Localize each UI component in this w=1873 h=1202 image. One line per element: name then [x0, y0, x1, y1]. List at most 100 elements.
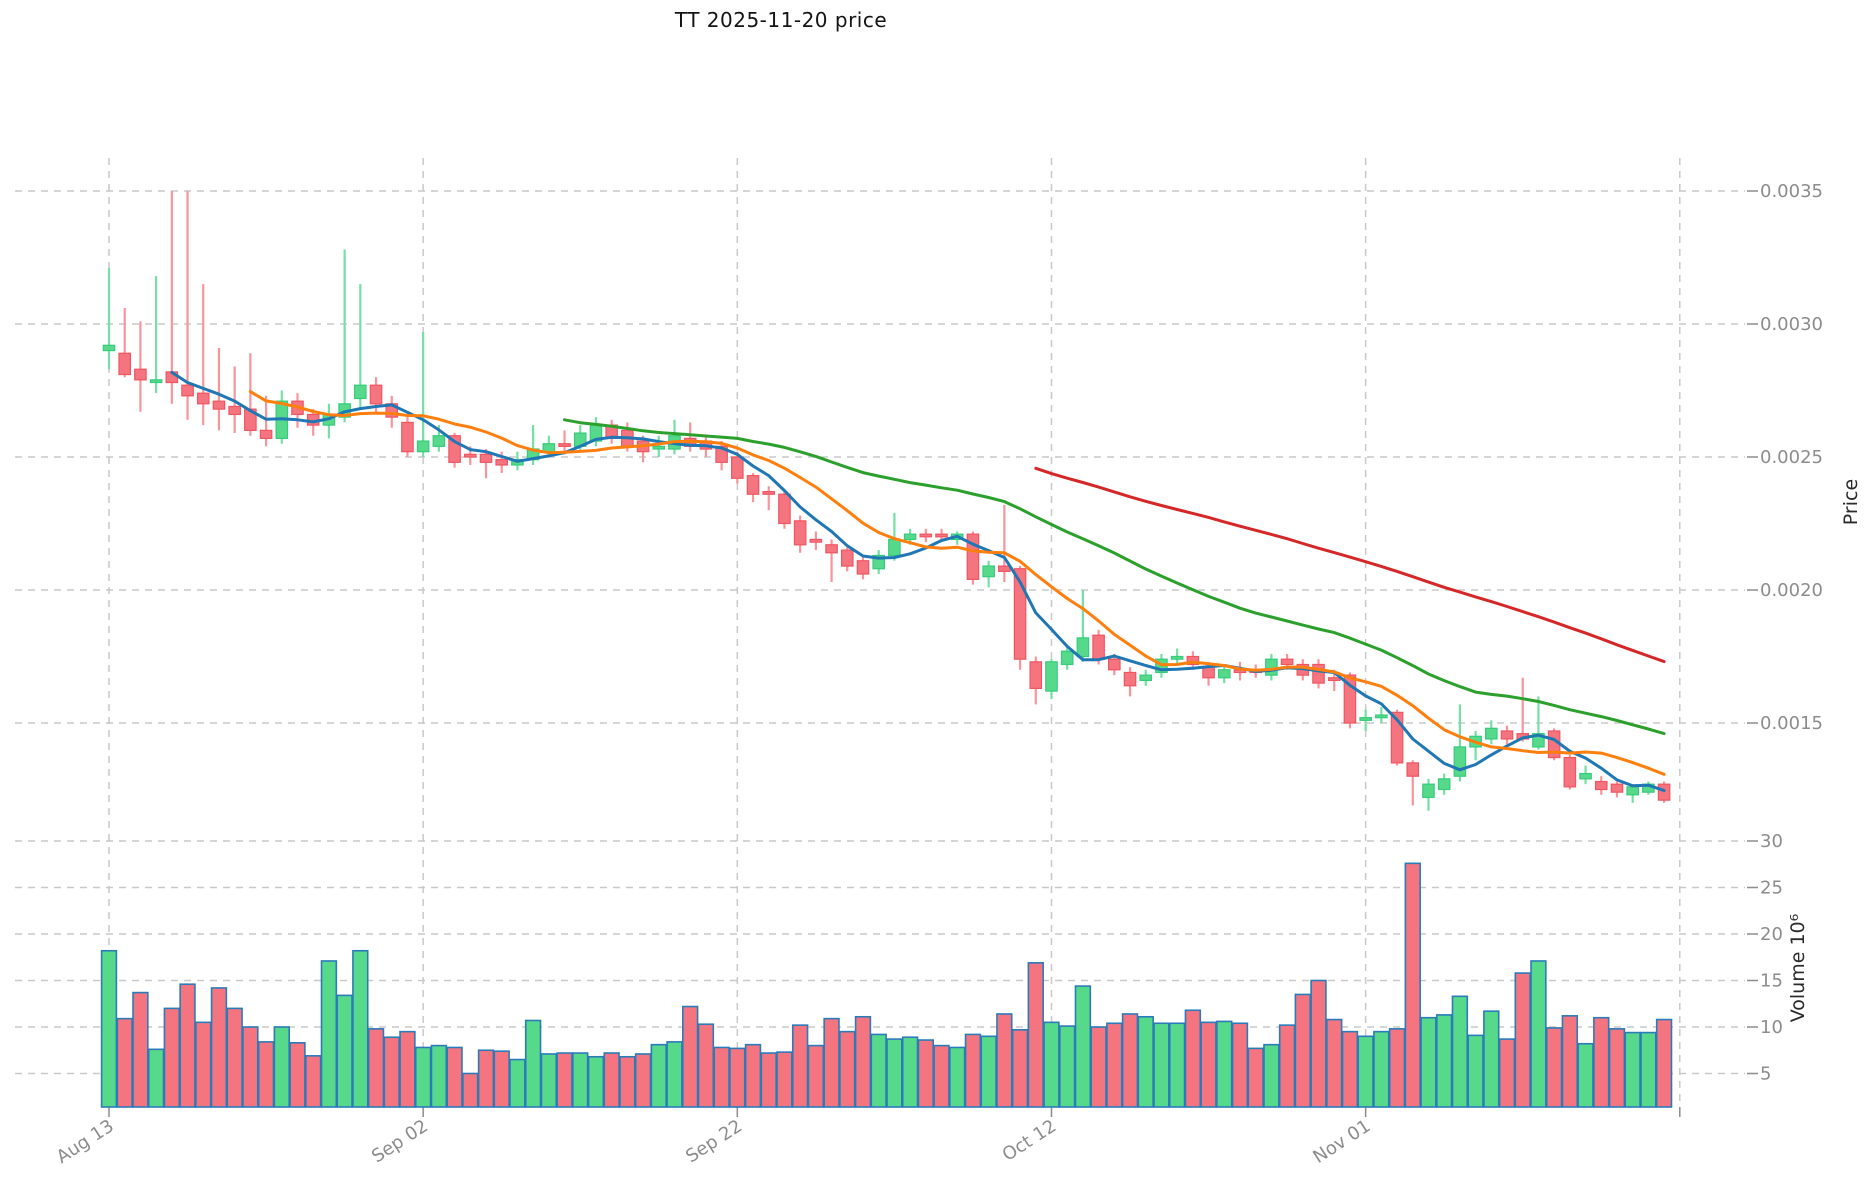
- price-tick-label: 0.0030: [1760, 314, 1823, 335]
- volume-bar: [1608, 1028, 1626, 1108]
- volume-bar: [791, 1024, 809, 1108]
- candle-body: [966, 533, 980, 580]
- candle-body: [1013, 568, 1027, 660]
- candle-body: [1626, 786, 1639, 796]
- candle-body: [825, 544, 838, 554]
- candle-body: [652, 445, 666, 450]
- volume-bar: [399, 1030, 416, 1108]
- volume-bar: [1388, 1028, 1406, 1108]
- ma-line-ma30: [563, 418, 1666, 736]
- volume-bar: [1137, 1015, 1154, 1108]
- x-tick-label: Oct 12: [999, 1116, 1061, 1166]
- candle-body: [1265, 658, 1278, 676]
- candle-body: [1532, 733, 1545, 748]
- volume-bar: [1341, 1030, 1359, 1108]
- candle-body: [1500, 730, 1514, 740]
- volume-bar: [1294, 993, 1312, 1108]
- volume-tick-label: 20: [1760, 924, 1783, 945]
- volume-bar: [367, 1028, 385, 1108]
- volume-bar: [1404, 862, 1421, 1108]
- ma-line-ma10: [248, 390, 1666, 776]
- candle-body: [1139, 674, 1153, 682]
- candle-body: [212, 400, 226, 410]
- volume-bar: [273, 1026, 290, 1108]
- volume-bar: [572, 1052, 589, 1108]
- candle-body: [448, 435, 461, 463]
- candle-body: [778, 493, 791, 525]
- volume-bar: [603, 1052, 620, 1108]
- candle-body: [558, 443, 571, 447]
- candle-body: [369, 384, 383, 405]
- candle-body: [1327, 677, 1341, 682]
- ma-line-ma60: [1034, 466, 1666, 664]
- candle-body: [354, 384, 367, 400]
- volume-bar: [933, 1044, 950, 1108]
- candle-body: [1217, 669, 1231, 679]
- volume-bar: [949, 1046, 966, 1108]
- candle-body: [1076, 637, 1090, 658]
- volume-bar: [1011, 1028, 1029, 1108]
- volume-bar: [1216, 1020, 1233, 1108]
- ma-line-ma5: [170, 370, 1666, 793]
- candle-body: [1029, 661, 1043, 690]
- volume-bar: [1106, 1022, 1123, 1108]
- volume-bar: [556, 1052, 573, 1108]
- candle-body: [793, 520, 807, 546]
- x-tick-label: Nov 01: [1309, 1116, 1374, 1168]
- volume-bar: [383, 1036, 400, 1108]
- x-tick-label: Sep 02: [368, 1116, 432, 1168]
- volume-bar: [493, 1050, 510, 1108]
- volume-bar: [1121, 1013, 1139, 1108]
- volume-bar: [1043, 1021, 1060, 1108]
- candle-body: [416, 440, 430, 453]
- candle-body: [1186, 655, 1200, 666]
- candle-body: [1485, 727, 1498, 740]
- volume-bar: [1451, 995, 1469, 1108]
- volume-bar: [163, 1007, 181, 1108]
- x-tick-label: Sep 22: [682, 1116, 746, 1168]
- volume-bar: [634, 1053, 652, 1108]
- volume-bar: [1231, 1022, 1249, 1108]
- volume-bar: [1514, 972, 1531, 1108]
- price-tick-label: 0.0035: [1760, 181, 1823, 202]
- candle-body: [872, 554, 885, 570]
- volume-bar: [1483, 1010, 1500, 1108]
- candle-body: [1422, 783, 1435, 799]
- candle-body: [1406, 762, 1420, 777]
- volume-bar: [179, 983, 196, 1108]
- volume-bar: [744, 1043, 762, 1108]
- volume-bar: [917, 1039, 935, 1108]
- volume-bar: [886, 1038, 903, 1108]
- volume-bar: [1624, 1031, 1641, 1108]
- volume-bar: [100, 949, 118, 1108]
- candle-body: [762, 490, 776, 495]
- volume-bar: [1310, 979, 1327, 1108]
- candle-body: [1343, 674, 1357, 724]
- volume-bar: [1467, 1034, 1484, 1108]
- candle-body: [903, 533, 917, 541]
- volume-bar: [964, 1033, 982, 1108]
- volume-bar: [870, 1033, 887, 1108]
- volume-bar: [760, 1052, 777, 1108]
- volume-bar: [1200, 1021, 1217, 1108]
- volume-bar: [839, 1030, 856, 1108]
- volume-bar: [1184, 1009, 1202, 1108]
- volume-bar: [1090, 1026, 1107, 1108]
- volume-bar: [320, 960, 338, 1108]
- volume-bar: [807, 1044, 825, 1108]
- candle-body: [998, 565, 1011, 572]
- volume-bar: [430, 1044, 448, 1108]
- volume-bar: [980, 1035, 997, 1108]
- candle-body: [1657, 783, 1671, 801]
- chart-title: TT 2025-11-20 price: [674, 8, 888, 32]
- candle-body: [149, 379, 163, 384]
- price-tick-label: 0.0020: [1760, 580, 1823, 601]
- candle-body: [1563, 756, 1577, 788]
- volume-bar: [1530, 960, 1547, 1108]
- candle-body: [1594, 780, 1608, 791]
- volume-bar: [226, 1007, 243, 1108]
- volume-bar: [1074, 985, 1092, 1108]
- candle-body: [731, 456, 744, 479]
- candle-body: [432, 435, 446, 447]
